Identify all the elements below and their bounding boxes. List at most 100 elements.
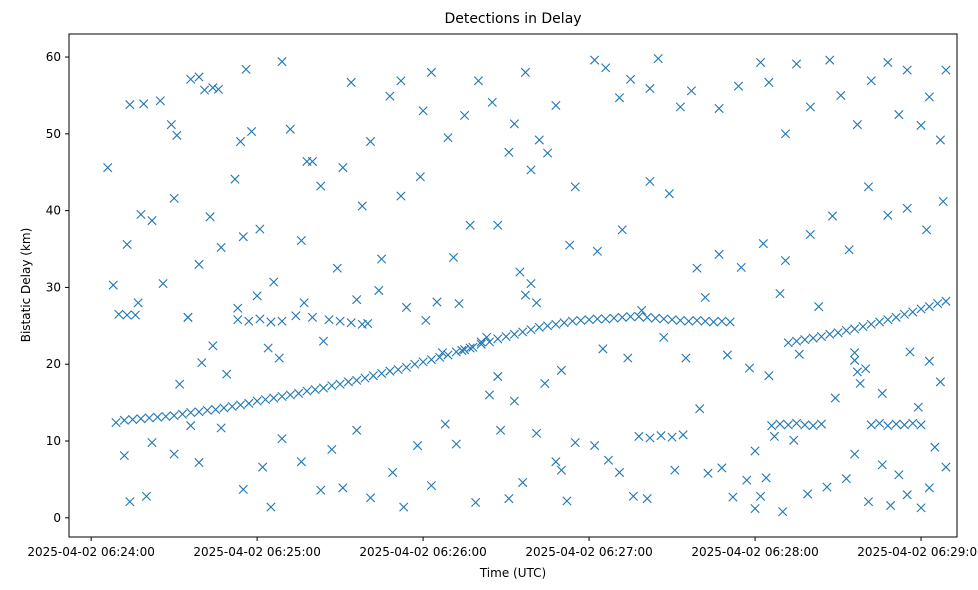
- data-point: [114, 309, 124, 319]
- data-point: [393, 365, 403, 375]
- data-point: [238, 232, 248, 242]
- data-point: [518, 477, 528, 488]
- data-point: [244, 398, 254, 408]
- data-point: [623, 353, 633, 363]
- data-point: [703, 468, 713, 478]
- data-point: [338, 163, 348, 173]
- data-point: [551, 319, 561, 329]
- data-point: [791, 418, 802, 428]
- data-point: [169, 449, 179, 459]
- data-point: [324, 315, 334, 325]
- data-point: [476, 339, 486, 349]
- data-point: [520, 67, 531, 77]
- data-point: [908, 418, 918, 428]
- data-point: [230, 174, 240, 184]
- data-point: [471, 497, 481, 508]
- data-point: [227, 401, 237, 412]
- y-axis-title: Bistatic Delay (km): [19, 228, 33, 343]
- data-point: [592, 314, 602, 324]
- data-point: [493, 220, 503, 230]
- data-point: [531, 428, 542, 438]
- x-axis: 2025-04-02 06:24:00 2025-04-02 06:25:00 20…: [27, 537, 978, 559]
- x-tick-label: 2025-04-02 06:24:00: [27, 545, 154, 559]
- data-point: [775, 419, 785, 429]
- data-point: [866, 319, 876, 329]
- data-point: [274, 353, 284, 363]
- data-point: [678, 430, 688, 440]
- data-point: [338, 483, 348, 493]
- data-point: [850, 348, 860, 358]
- data-point: [122, 310, 132, 320]
- y-tick-label: 0: [53, 511, 61, 525]
- data-point: [874, 418, 885, 428]
- data-point: [570, 182, 580, 192]
- data-point: [460, 345, 470, 355]
- data-point: [725, 317, 735, 327]
- data-point: [609, 313, 619, 323]
- data-point: [399, 502, 409, 512]
- data-point: [222, 369, 232, 379]
- data-point: [675, 102, 685, 112]
- data-point: [686, 86, 697, 96]
- data-point: [542, 148, 553, 158]
- data-point: [296, 457, 306, 467]
- data-point: [714, 249, 724, 259]
- data-point: [891, 312, 901, 322]
- data-point: [830, 393, 840, 403]
- data-point: [825, 55, 835, 65]
- x-tick-label: 2025-04-02 06:29:00: [857, 545, 978, 559]
- data-point: [332, 263, 342, 273]
- data-point: [476, 337, 486, 347]
- data-point: [484, 337, 495, 347]
- data-point: [277, 316, 287, 326]
- data-point: [769, 431, 780, 441]
- data-point: [800, 420, 810, 430]
- data-point: [852, 120, 862, 130]
- data-point: [443, 133, 453, 143]
- data-point: [645, 83, 655, 94]
- data-point: [733, 81, 744, 91]
- data-point: [924, 483, 934, 493]
- data-point: [791, 336, 802, 346]
- data-point: [108, 280, 118, 290]
- data-point: [717, 463, 727, 473]
- data-point: [255, 224, 265, 234]
- data-point: [440, 419, 450, 429]
- data-point: [789, 435, 799, 445]
- data-point: [346, 318, 356, 328]
- data-point: [208, 341, 218, 351]
- data-point: [186, 74, 196, 84]
- data-point: [590, 55, 600, 65]
- data-point: [457, 345, 467, 355]
- data-point: [363, 318, 373, 329]
- data-point: [418, 357, 428, 367]
- data-point: [169, 411, 179, 421]
- data-point: [728, 492, 738, 502]
- data-point: [296, 235, 306, 246]
- data-point: [902, 65, 912, 75]
- data-point: [385, 366, 395, 376]
- data-point: [941, 296, 951, 306]
- data-point: [368, 371, 378, 381]
- data-point: [451, 439, 461, 449]
- data-point: [473, 76, 484, 86]
- data-point: [327, 444, 337, 455]
- data-point: [833, 328, 843, 338]
- data-point: [175, 379, 185, 389]
- data-point: [233, 303, 243, 313]
- x-tick-label: 2025-04-02 06:27:00: [525, 545, 652, 559]
- data-point: [628, 491, 638, 501]
- data-point: [396, 191, 406, 201]
- data-point: [357, 201, 367, 211]
- data-point: [933, 298, 943, 309]
- x-tick-label: 2025-04-02 06:28:00: [691, 545, 818, 559]
- data-point: [119, 451, 129, 461]
- data-point: [526, 278, 536, 289]
- data-point: [916, 304, 926, 314]
- data-point: [808, 333, 818, 343]
- data-point: [656, 431, 666, 441]
- data-point: [435, 352, 445, 362]
- data-point: [930, 442, 940, 452]
- data-point: [659, 314, 669, 324]
